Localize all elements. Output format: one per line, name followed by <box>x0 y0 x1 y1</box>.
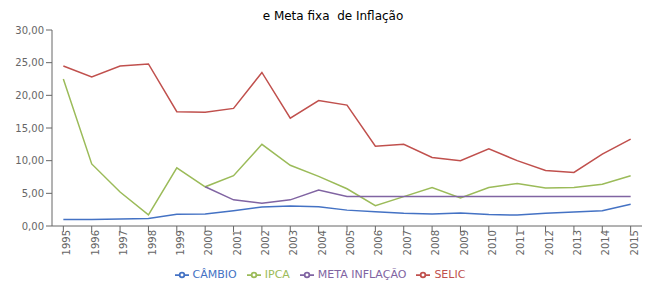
svg-text:0,00: 0,00 <box>22 221 44 232</box>
html-text:IPCA: IPCA <box>264 268 290 281</box>
svg-text:20,00: 20,00 <box>15 90 44 101</box>
html-text:CÂMBIO: CÂMBIO <box>192 268 237 281</box>
svg-text:1997: 1997 <box>118 230 129 255</box>
svg-text:2013: 2013 <box>572 230 583 255</box>
svg-text:2012: 2012 <box>544 230 555 255</box>
svg-text:15,00: 15,00 <box>15 123 44 134</box>
svg-text:1996: 1996 <box>90 230 101 255</box>
svg-text:2001: 2001 <box>232 230 243 255</box>
svg-text:2008: 2008 <box>430 230 441 255</box>
svg-text:2010: 2010 <box>487 230 498 255</box>
svg-text:1998: 1998 <box>147 230 158 255</box>
svg-text:2014: 2014 <box>600 230 611 255</box>
html-text:SELIC: SELIC <box>434 268 466 281</box>
svg-text:30,00: 30,00 <box>15 25 44 36</box>
svg-text:2007: 2007 <box>402 230 413 255</box>
svg-text:10,00: 10,00 <box>15 155 44 166</box>
svg-text:2006: 2006 <box>373 230 384 255</box>
svg-text:2004: 2004 <box>317 230 328 255</box>
svg-text:1995: 1995 <box>61 230 72 255</box>
svg-text:25,00: 25,00 <box>15 57 44 68</box>
svg-text:2000: 2000 <box>203 230 214 255</box>
svg-text:1999: 1999 <box>175 230 186 255</box>
html-text:e Meta fixa de Inflação: e Meta fixa de Inflação <box>262 9 404 23</box>
svg-text:2002: 2002 <box>260 230 271 255</box>
svg-text:5,00: 5,00 <box>22 188 44 199</box>
svg-text:2011: 2011 <box>515 230 526 255</box>
svg-text:2015: 2015 <box>629 230 640 255</box>
html-text:META INFLAÇÃO: META INFLAÇÃO <box>317 268 407 281</box>
svg-text:2005: 2005 <box>345 230 356 255</box>
svg-text:2009: 2009 <box>459 230 470 255</box>
svg-text:2003: 2003 <box>288 230 299 255</box>
